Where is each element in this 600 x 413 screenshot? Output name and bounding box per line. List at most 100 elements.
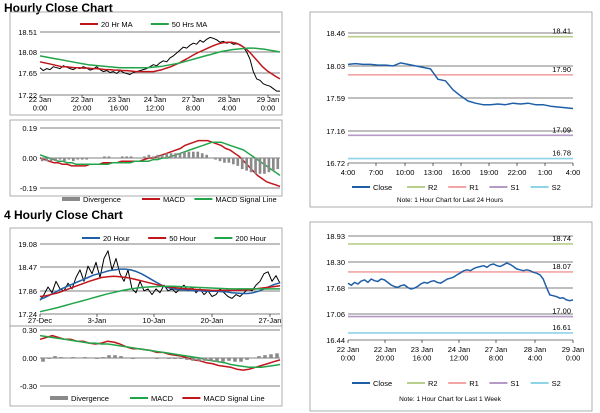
four_hourly_macd-divergence-bar	[149, 358, 153, 359]
hourly_close_week-x-tick-label: 27 Jan 8:00	[485, 345, 508, 363]
hourly_macd-divergence-bar	[63, 158, 66, 162]
four_hourly_macd-divergence-bar	[191, 358, 195, 361]
hourly_macd-divergence-bar	[58, 158, 62, 160]
hourly_macd-divergence-bar	[40, 158, 44, 162]
four_hourly_price_ma-series-close	[39, 250, 281, 301]
hourly-macd-legend-label-macd-signal-line: MACD Signal Line	[215, 195, 276, 204]
hourly_macd-divergence-bar	[134, 158, 137, 159]
hourly_close_24h-x-tick-label: 19:00	[480, 168, 499, 177]
hourly_close_24h-y-tick-label: 18.46	[326, 29, 345, 38]
hourly-macd-legend-swatch-divergence	[62, 197, 80, 201]
four_hourly_macd-divergence-bar	[89, 358, 93, 359]
four_hourly_macd-divergence-bar	[119, 356, 123, 358]
four_hourly_price_ma-y-tick-label: 19.08	[18, 240, 37, 249]
hourly_close_week-y-tick-label: 17.68	[326, 284, 345, 293]
hourly_close_24h-level-label-r2: 18.41	[552, 27, 571, 36]
four_hourly_price_ma-x-tick-label: 27-Dec	[28, 316, 52, 325]
four_hourly_macd-divergence-bar	[77, 358, 81, 359]
hourly_close_24h-level-label-s2: 16.78	[552, 149, 571, 158]
four_hourly_price_ma-x-tick-label: 3-Jan	[88, 316, 107, 325]
hourly_close_week-x-tick-label: 22 Jan 20:00	[374, 345, 397, 363]
hourly_close_24h-frame	[309, 11, 593, 208]
hourly_macd-divergence-bar	[80, 158, 84, 160]
hourly_macd-divergence-bar	[249, 158, 253, 173]
hourly-price-legend-label-20-hr-ma: 20 Hr MA	[101, 20, 133, 29]
hourly_close_week-legend-label-close: Close	[373, 379, 392, 388]
hourly_macd-divergence-bar	[103, 156, 106, 158]
four_hourly_macd-divergence-bar	[143, 358, 147, 359]
four_hourly_macd-divergence-bar	[263, 355, 267, 358]
hourly_close_week-y-tick-label: 18.30	[326, 258, 345, 267]
hourly_macd-divergence-bar	[205, 154, 208, 158]
hourly_macd-divergence-bar	[165, 153, 168, 158]
four_hourly_price_ma-y-tick-label: 17.86	[18, 287, 37, 296]
hourly_close_week-frame	[309, 221, 593, 412]
four_hourly_macd-divergence-bar	[167, 358, 171, 359]
hourly_close_24h-legend-label-s1: S1	[510, 183, 519, 192]
hourly_macd-divergence-bar	[214, 158, 217, 160]
hourly_macd-divergence-bar	[196, 151, 200, 158]
hourly_macd-divergence-bar	[120, 156, 124, 158]
four_hourly_price_ma-x-tick-label: 20-Jan	[201, 316, 224, 325]
four_hourly_macd-divergence-bar	[41, 358, 45, 362]
hourly_close_week-legend-label-s1: S1	[510, 379, 519, 388]
four_hourly_macd-divergence-bar	[107, 355, 111, 358]
hourly_price_ma-x-tick-label: 29 Jan 0:00	[257, 95, 280, 113]
hourly_macd-divergence-bar	[178, 153, 182, 158]
four_hourly_price_ma-y-tick-label: 18.47	[18, 263, 37, 272]
hourly_close_week-level-label-s1: 17.00	[552, 307, 571, 316]
hourly_close_week-legend-label-r1: R1	[469, 379, 479, 388]
hourly_close_24h-y-tick-label: 17.59	[326, 94, 345, 103]
four_hourly_macd-y-tick-label: 0.00	[22, 354, 37, 363]
hourly_close_24h-y-tick-label: 18.03	[326, 62, 345, 71]
four_hourly_macd-frame	[9, 325, 283, 407]
hourly_close_week-x-tick-label: 23 Jan 16:00	[411, 345, 434, 363]
four_hourly_macd-divergence-bar	[197, 358, 201, 361]
hourly_macd-divergence-bar	[49, 158, 53, 162]
hourly_macd-divergence-bar	[112, 158, 115, 159]
hourly_macd-divergence-bar	[89, 158, 93, 159]
hourly_macd-divergence-bar	[152, 156, 155, 158]
hourly_close_24h-x-tick-label: 10:00	[396, 168, 415, 177]
hourly_close_week-level-label-s2: 16.61	[552, 323, 571, 332]
four_hourly_macd-divergence-bar	[251, 358, 255, 359]
hourly_macd-divergence-bar	[72, 158, 75, 162]
four_hourly_macd-divergence-bar	[179, 358, 183, 359]
hourly_macd-divergence-bar	[174, 153, 177, 158]
four_hourly_macd-divergence-bar	[101, 357, 105, 358]
hourly_price_ma-x-tick-label: 23 Jan 16:00	[108, 95, 131, 113]
hourly_close_week-y-tick-label: 18.93	[326, 232, 345, 241]
hourly_close_24h-x-tick-label: 16:00	[452, 168, 471, 177]
hourly_macd-divergence-bar	[107, 156, 111, 158]
hourly_price_ma-series-20-hr-ma	[39, 41, 281, 80]
four_hourly_macd-divergence-bar	[113, 355, 117, 358]
four-hourly-price-legend-label-20-hour: 20 Hour	[103, 234, 130, 243]
four_hourly_price_ma-y-tick-label: 17.24	[18, 310, 37, 319]
four_hourly_price_ma-x-tick-label: 27-Jan	[259, 316, 282, 325]
four_hourly_macd-divergence-bar	[245, 358, 249, 360]
hourly_macd-divergence-bar	[200, 153, 204, 158]
hourly-week-note: Note: 1 Hour Chart for Last 1 Week	[399, 396, 502, 403]
hourly_price_ma-y-tick-label: 17.65	[18, 69, 37, 78]
four_hourly_macd-divergence-bar	[59, 357, 63, 358]
hourly_price_ma-x-tick-label: 22 Jan 20:00	[71, 95, 94, 113]
four_hourly_macd-divergence-bar	[53, 356, 57, 358]
hourly-24h-note: Note: 1 Hour Chart for Last 24 Hours	[397, 197, 504, 204]
four_hourly_macd-divergence-bar	[215, 358, 219, 362]
four_hourly_macd-divergence-bar	[95, 358, 99, 359]
hourly_close_week-x-tick-label: 24 Jan 12:00	[448, 345, 471, 363]
hourly_macd-divergence-bar	[218, 158, 222, 162]
hourly_macd-y-tick-label: 0.19	[22, 124, 37, 133]
hourly_macd-divergence-bar	[54, 158, 57, 162]
four_hourly_macd-series-macd-signal-line	[39, 334, 281, 369]
hourly_macd-divergence-bar	[209, 158, 213, 159]
four-hourly-price-legend-label-50-hour: 50 Hour	[169, 234, 196, 243]
hourly_price_ma-x-tick-label: 27 Jan 8:00	[182, 95, 205, 113]
hourly_price_ma-y-tick-label: 18.51	[18, 28, 37, 37]
hourly-macd-legend-label-divergence: Divergence	[83, 195, 121, 204]
hourly_price_ma-frame	[9, 11, 283, 116]
hourly_close_week-x-tick-label: 29 Jan 0:00	[562, 345, 585, 363]
hourly_macd-divergence-bar	[232, 158, 235, 165]
hourly_macd-divergence-bar	[143, 156, 146, 158]
hourly_macd-divergence-bar	[125, 156, 128, 158]
